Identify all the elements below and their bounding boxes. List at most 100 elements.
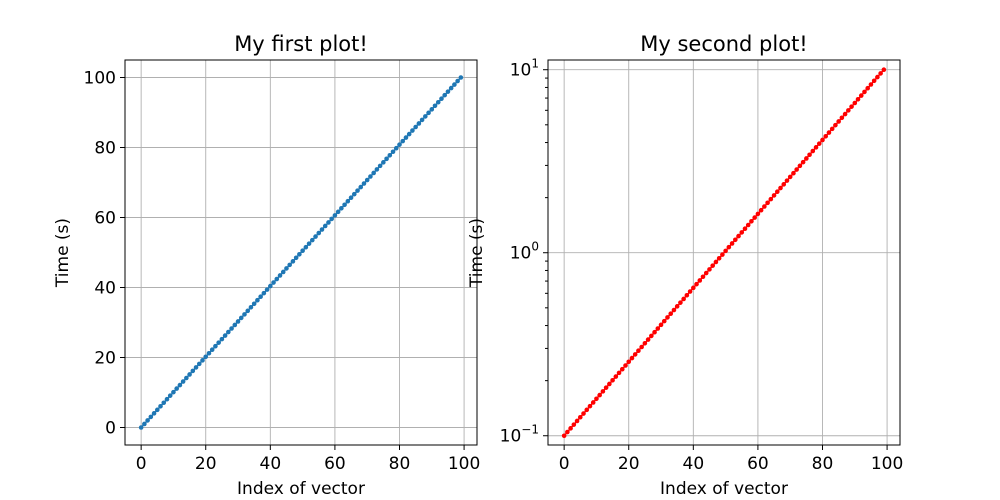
data-point — [632, 352, 638, 357]
data-point — [180, 379, 186, 384]
data-point — [636, 348, 641, 354]
y-tick-label: 0 — [105, 419, 116, 439]
data-point — [587, 403, 593, 409]
data-point — [158, 403, 163, 409]
data-point — [248, 304, 254, 310]
data-point — [658, 322, 664, 328]
data-point — [726, 244, 732, 250]
data-point — [784, 178, 790, 183]
data-point — [271, 280, 276, 285]
data-point — [448, 85, 454, 91]
data-point — [177, 382, 183, 388]
data-point — [164, 396, 170, 402]
data-point — [771, 193, 777, 198]
x-tick-label: 100 — [871, 454, 903, 474]
data-point — [196, 361, 202, 367]
x-tick-label: 0 — [136, 454, 147, 474]
data-point — [297, 251, 302, 257]
data-point — [642, 341, 648, 346]
data-point — [584, 407, 590, 413]
data-point — [749, 218, 754, 224]
data-point — [865, 85, 871, 91]
data-point — [787, 174, 793, 180]
x-tick-label: 40 — [683, 454, 705, 474]
data-point — [393, 145, 399, 151]
data-point — [332, 213, 338, 218]
data-point — [603, 385, 609, 390]
y-tick-label: 10−1 — [500, 423, 539, 447]
data-point — [222, 333, 228, 338]
data-point — [797, 163, 803, 169]
data-point — [368, 174, 373, 179]
x-tick-label: 60 — [747, 454, 769, 474]
data-point — [855, 96, 861, 102]
data-point — [410, 128, 415, 133]
data-point — [733, 237, 738, 243]
data-point — [390, 149, 396, 155]
data-point — [193, 365, 199, 370]
data-point — [400, 138, 406, 144]
x-tick-label: 20 — [195, 454, 217, 474]
data-point — [707, 267, 712, 272]
x-tick-label: 100 — [448, 454, 480, 474]
data-point — [203, 354, 209, 360]
data-point — [345, 198, 351, 204]
x-tick-label: 40 — [260, 454, 282, 474]
data-point — [574, 418, 580, 424]
data-point — [813, 145, 819, 150]
y-tick-label: 20 — [94, 349, 116, 369]
data-point — [807, 152, 812, 158]
data-point — [255, 297, 260, 303]
data-point — [616, 370, 622, 376]
data-point — [581, 411, 586, 416]
data-point — [238, 315, 244, 321]
data-point — [300, 248, 305, 254]
data-point — [565, 429, 570, 435]
data-point — [700, 274, 706, 280]
data-point — [626, 359, 632, 365]
data-point — [684, 292, 690, 298]
plot-frame — [124, 59, 478, 446]
data-point — [720, 252, 725, 257]
data-point — [678, 300, 683, 305]
data-point — [351, 191, 357, 197]
data-point — [335, 209, 341, 215]
data-point — [816, 141, 822, 146]
data-point — [661, 318, 667, 324]
data-point — [377, 163, 383, 169]
data-point — [858, 93, 864, 98]
chart-title: My first plot! — [234, 32, 368, 56]
data-point — [251, 301, 257, 307]
data-point — [655, 326, 661, 331]
data-point — [348, 195, 354, 201]
data-point — [629, 355, 635, 361]
data-point — [561, 433, 567, 439]
data-point — [619, 366, 625, 372]
data-point — [229, 326, 234, 331]
data-point — [145, 418, 150, 423]
data-point — [455, 78, 460, 84]
data-point — [190, 368, 196, 374]
data-point — [571, 422, 577, 427]
data-point — [306, 241, 312, 246]
data-point — [432, 103, 438, 109]
data-point — [829, 126, 835, 132]
data-point — [342, 202, 347, 208]
data-point — [774, 189, 780, 195]
data-point — [568, 426, 573, 431]
data-point — [154, 407, 160, 413]
data-point — [184, 375, 189, 381]
data-point — [610, 377, 615, 383]
data-point — [310, 237, 315, 243]
data-point — [739, 230, 745, 235]
data-point — [875, 74, 880, 80]
data-point — [752, 215, 757, 220]
data-point — [458, 75, 464, 80]
data-point — [862, 89, 867, 95]
data-point — [319, 227, 325, 232]
x-tick-label: 80 — [389, 454, 411, 474]
data-point — [607, 381, 612, 387]
data-point — [594, 396, 599, 402]
data-point — [148, 414, 154, 420]
